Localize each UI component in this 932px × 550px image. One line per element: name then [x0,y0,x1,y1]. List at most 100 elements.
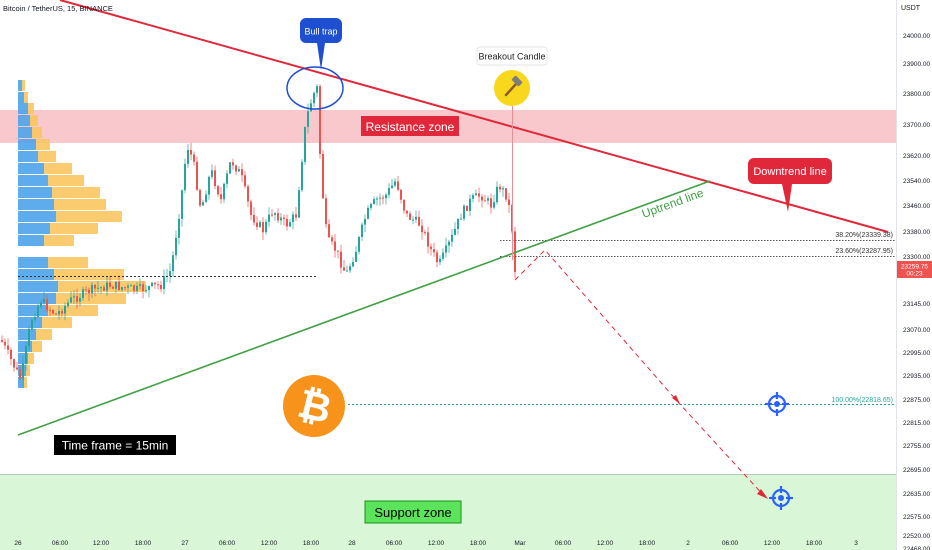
downtrend-callout[interactable] [748,158,832,184]
support-zone-label: Support zone [374,505,451,520]
candle-body [226,173,228,184]
resistance-zone-tag[interactable] [361,116,459,136]
candle-body [289,222,291,227]
candle-body [10,349,12,360]
price-tick-label: 24000.00 [903,33,930,40]
candle-body [118,281,120,290]
candle-body [190,150,192,155]
candle-body [307,111,309,127]
candle-body [100,287,102,289]
price-tick-label: 22995.00 [903,350,930,357]
candle-body [295,214,297,218]
candle-body [457,218,459,229]
support-zone-tag[interactable] [364,500,462,524]
candle-body [313,92,315,104]
downtrend-label: Downtrend line [753,166,826,178]
candle-body [238,169,240,172]
volume-bar-up [18,187,52,198]
resistance-zone-label: Resistance zone [366,120,455,134]
candle-body [262,222,264,233]
candle-body [328,224,330,238]
time-tick-label: 12:00 [93,540,110,547]
price-tick-label: 23300.00 [903,254,930,261]
candle-body [76,296,78,302]
price-axis[interactable]: 24000.00 23900.00 23800.00 23700.00 23620.00… [903,33,930,550]
candle-body [211,170,213,177]
candle-body [241,169,243,176]
candle-body [319,86,321,154]
candle-body [352,261,354,267]
candle-body [97,287,99,289]
last-price-tag[interactable] [897,261,932,278]
candle-body [406,210,408,214]
candle-body [376,198,378,200]
candle-body [469,198,471,211]
candle-body [112,286,114,289]
candle-body [193,154,195,162]
candle-body [502,188,504,190]
volume-bar-up [18,92,24,103]
uptrend-line[interactable] [17,180,711,436]
candle-body [259,222,261,227]
candle-body [454,228,456,235]
candle-body [157,284,159,286]
candle-body [373,199,375,204]
candle-body [451,234,453,242]
candle-body [151,282,153,286]
candle-body [94,284,96,289]
candle-body [127,285,129,288]
volume-bar-down [38,151,56,162]
time-tick-label: 27 [181,540,189,547]
candle-body [310,103,312,112]
candle-body [196,161,198,190]
candle-body [250,201,252,215]
candle-body [340,251,342,268]
candle-body [85,289,87,291]
price-tick-label: 23540.00 [903,178,930,185]
candle-body [172,255,174,272]
candle-body [334,241,336,251]
candle-body [496,186,498,203]
price-tick-label: 23900.00 [903,61,930,68]
time-tick-label: 28 [348,540,356,547]
volume-bar-down [36,139,50,150]
candle-body [187,150,189,164]
candle-body [106,282,108,291]
candle-body [37,306,39,317]
candle-body [58,311,60,315]
bull-trap-ellipse[interactable] [286,66,344,110]
candle-body [208,176,210,195]
uptrend-label: Uptrend line [640,185,706,220]
candle-body [277,213,279,221]
hammer-icon[interactable] [494,70,530,106]
fib-236-label: 23.60%(23287.95) [835,248,893,255]
candle-body [463,205,465,219]
candle-body [439,258,441,263]
crosshair-target-icon[interactable] [769,486,793,510]
volume-bar-down [36,329,52,340]
time-axis[interactable]: 26 06:00 12:00 18:00 27 06:00 12:00 18:00 28 06:0… [14,540,858,547]
volume-bar-down [54,269,124,280]
candle-body [316,86,318,93]
price-tick-label: 22468.00 [903,546,930,550]
bull-trap-bubble[interactable] [300,18,342,43]
candle-body [7,345,9,350]
candle-body [478,193,480,197]
price-tick-label: 23700.00 [903,122,930,129]
candle-body [64,305,66,314]
candle-body [28,328,30,347]
volume-bar-up [18,377,24,388]
candle-body [184,163,186,191]
candle-body [154,282,156,285]
crosshair-target-icon[interactable] [765,392,789,416]
downtrend-line[interactable] [59,0,889,233]
candle-body [142,284,144,291]
downtrend-pointer [782,184,792,212]
breakout-candle-callout[interactable] [476,46,548,66]
time-frame-tag[interactable] [54,435,176,455]
price-tick-label: 22695.00 [903,467,930,474]
time-tick-label: 26 [14,540,22,547]
candle-body [343,267,345,271]
